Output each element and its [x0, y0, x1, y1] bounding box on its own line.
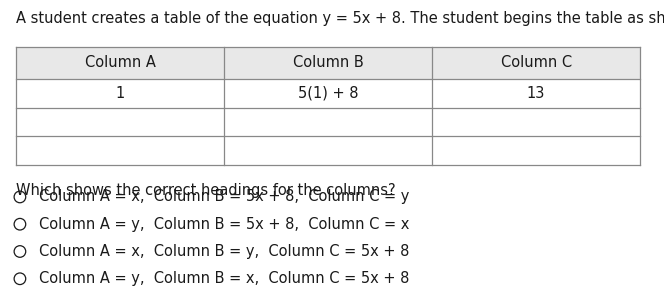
Text: Column A = x,  Column B = y,  Column C = 5x + 8: Column A = x, Column B = y, Column C = 5…: [39, 244, 409, 259]
Text: 13: 13: [527, 86, 545, 101]
Text: 1: 1: [116, 86, 125, 101]
Text: A student creates a table of the equation y = 5x + 8. The student begins the tab: A student creates a table of the equatio…: [16, 11, 664, 26]
Bar: [16, 47, 640, 79]
Text: Which shows the correct headings for the columns?: Which shows the correct headings for the…: [16, 183, 396, 198]
Text: Column B: Column B: [293, 55, 363, 70]
Text: Column A = y,  Column B = 5x + 8,  Column C = x: Column A = y, Column B = 5x + 8, Column …: [39, 217, 409, 232]
Text: Column A = x,  Column B = 5x + 8,  Column C = y: Column A = x, Column B = 5x + 8, Column …: [39, 189, 409, 205]
Text: Column A: Column A: [84, 55, 155, 70]
Text: 5(1) + 8: 5(1) + 8: [297, 86, 359, 101]
Text: Column A = y,  Column B = x,  Column C = 5x + 8: Column A = y, Column B = x, Column C = 5…: [39, 271, 409, 286]
Text: Column C: Column C: [501, 55, 572, 70]
